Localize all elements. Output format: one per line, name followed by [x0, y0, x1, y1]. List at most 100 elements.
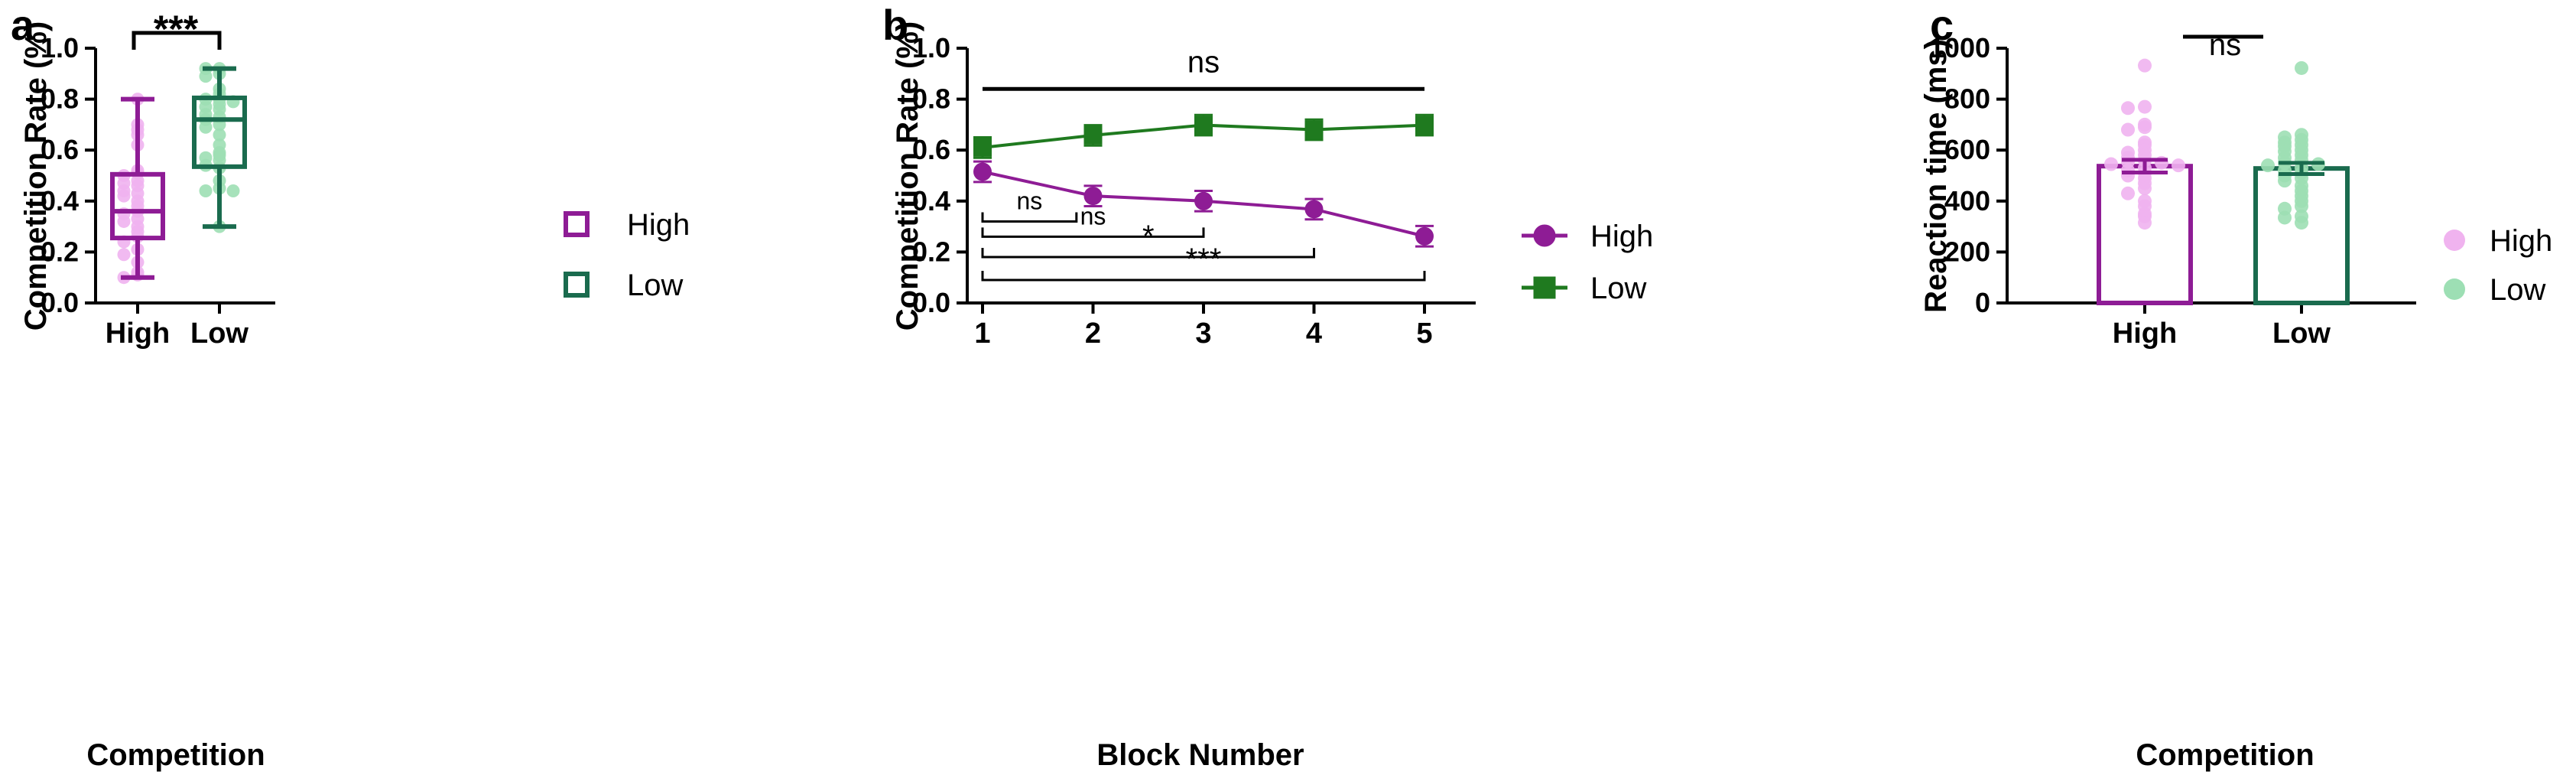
panel-b-x-tick-label: 2	[1085, 317, 1101, 350]
panel-b-x-tick-label: 5	[1416, 317, 1432, 350]
annotation-bracket	[981, 248, 1315, 259]
point-low	[1415, 116, 1434, 135]
point-high	[2138, 120, 2152, 135]
panel-b-x-tick-label: 4	[1306, 317, 1322, 350]
point-low	[973, 138, 992, 157]
panel-c-axes: 0 200 400 600 800 1000 High Low	[1929, 32, 2416, 350]
panel-a-y-tick-label: 0.8	[41, 83, 79, 115]
box-low	[192, 95, 247, 169]
point-low	[2295, 60, 2308, 75]
panel-c-xlabel: Competition	[2136, 738, 2314, 772]
point-high	[2121, 101, 2135, 116]
legend-marker-high	[2444, 230, 2465, 251]
point-low	[199, 120, 213, 134]
panel-c-y-tick-label: 400	[1944, 185, 1990, 217]
panel-c-y-tick-label: 1000	[1929, 32, 1990, 63]
panel-a-significance: ***	[154, 8, 199, 50]
panel-a-ylabel: Competition Rate (%)	[19, 21, 53, 331]
legend-label-low: Low	[627, 269, 683, 302]
panel-a-xlabel: Competition	[86, 738, 265, 772]
panel-a-y-tick-label: 0.6	[41, 134, 79, 165]
point-high	[2121, 186, 2135, 200]
panel-c-marks	[2097, 34, 2350, 305]
point-low	[2261, 158, 2275, 173]
point-high	[117, 189, 131, 203]
point-high	[2138, 181, 2152, 196]
panel-a-x-tick-label: High	[106, 317, 170, 350]
point-low	[199, 184, 213, 197]
point-high	[2104, 157, 2118, 171]
panel-a-x-tick-label: Low	[190, 317, 249, 350]
panel-c-y-tick-label: 800	[1944, 83, 1990, 115]
panel-c-legend: High Low	[2444, 224, 2552, 307]
panel-b-x-tick-label: 3	[1195, 317, 1211, 350]
panel-b-xlabel: Block Number	[1096, 738, 1304, 772]
point-low	[2278, 174, 2292, 188]
point-low	[2295, 199, 2308, 213]
panel-a-significance-bracket	[132, 31, 222, 50]
panel-a-y-tick-label: 0.2	[41, 236, 79, 267]
panel-a-marks	[110, 31, 247, 285]
panel-b-y-tick-label: 1.0	[912, 32, 950, 63]
legend-swatch-low	[564, 272, 590, 298]
point-high	[1304, 200, 1324, 219]
panel-b-legend: High Low	[1522, 220, 1653, 305]
panel-b-y-tick-label: 0.2	[912, 236, 950, 267]
annotation-label: ns	[1080, 202, 1106, 230]
panel-a-axes: 0.0 0.2 0.4 0.6 0.8 1.0 High Low	[41, 32, 275, 350]
annotation-label: ***	[1186, 243, 1222, 276]
panel-b-ylabel: Competition Rate (%)	[891, 21, 924, 331]
panel-c-x-tick-label: Low	[2272, 317, 2331, 350]
point-low	[199, 70, 213, 83]
panel-b-y-tick-label: 0.0	[912, 287, 950, 318]
point-low	[226, 184, 240, 197]
point-low	[1194, 116, 1213, 135]
panel-b-y-tick-label: 0.4	[912, 185, 950, 217]
point-high	[117, 214, 131, 228]
panel-a-y-tick-label: 0.4	[41, 185, 79, 217]
legend-label-high: High	[627, 208, 690, 242]
point-high	[1415, 226, 1434, 246]
legend-marker-high	[1533, 224, 1556, 247]
panel-c-y-tick-label: 200	[1944, 236, 1990, 267]
legend-label-high: High	[2490, 224, 2552, 258]
annotation-label: ns	[1187, 45, 1220, 79]
legend-swatch-high	[564, 211, 590, 237]
panel-a-y-tick-label: 0.0	[41, 287, 79, 318]
point-high	[973, 162, 992, 181]
panel-a-letter: a	[11, 1, 35, 49]
point-high	[1194, 191, 1213, 210]
panel-c-y-tick-label: 600	[1944, 134, 1990, 165]
panel-b-y-tick-label: 0.8	[912, 83, 950, 115]
annotation-label: *	[1142, 220, 1155, 253]
annotation-bracket	[981, 271, 1426, 282]
legend-label-high: High	[1590, 220, 1653, 253]
panel-c-ylabel: Reaction time (ms)	[1919, 39, 1953, 313]
box-high	[110, 171, 165, 241]
annotation-label: ns	[1017, 187, 1043, 214]
panel-a-legend: High Low	[564, 208, 690, 302]
panel-a: a 0.0 0.2 0.4 0.6 0.8 1.0 High Low Competition …	[11, 1, 690, 772]
annotation-bracket	[981, 212, 1078, 223]
point-low	[2278, 210, 2292, 225]
point-high	[2138, 216, 2152, 230]
panel-b-y-tick-label: 0.6	[912, 134, 950, 165]
point-high	[117, 248, 131, 262]
annotation-bracket	[981, 227, 1205, 238]
panel-c-x-tick-label: High	[2113, 317, 2177, 350]
point-low	[213, 128, 226, 142]
legend-label-low: Low	[2490, 273, 2545, 307]
panel-c-significance: ns	[2209, 28, 2241, 62]
point-high	[1083, 187, 1103, 206]
point-low	[2295, 216, 2308, 230]
point-high	[2121, 122, 2135, 137]
point-high	[2172, 158, 2185, 173]
panel-b-letter: b	[882, 1, 908, 49]
legend-marker-low	[1533, 276, 1556, 299]
point-low	[1304, 120, 1324, 139]
panel-a-y-tick-label: 1.0	[41, 32, 79, 63]
point-high	[2138, 99, 2152, 114]
